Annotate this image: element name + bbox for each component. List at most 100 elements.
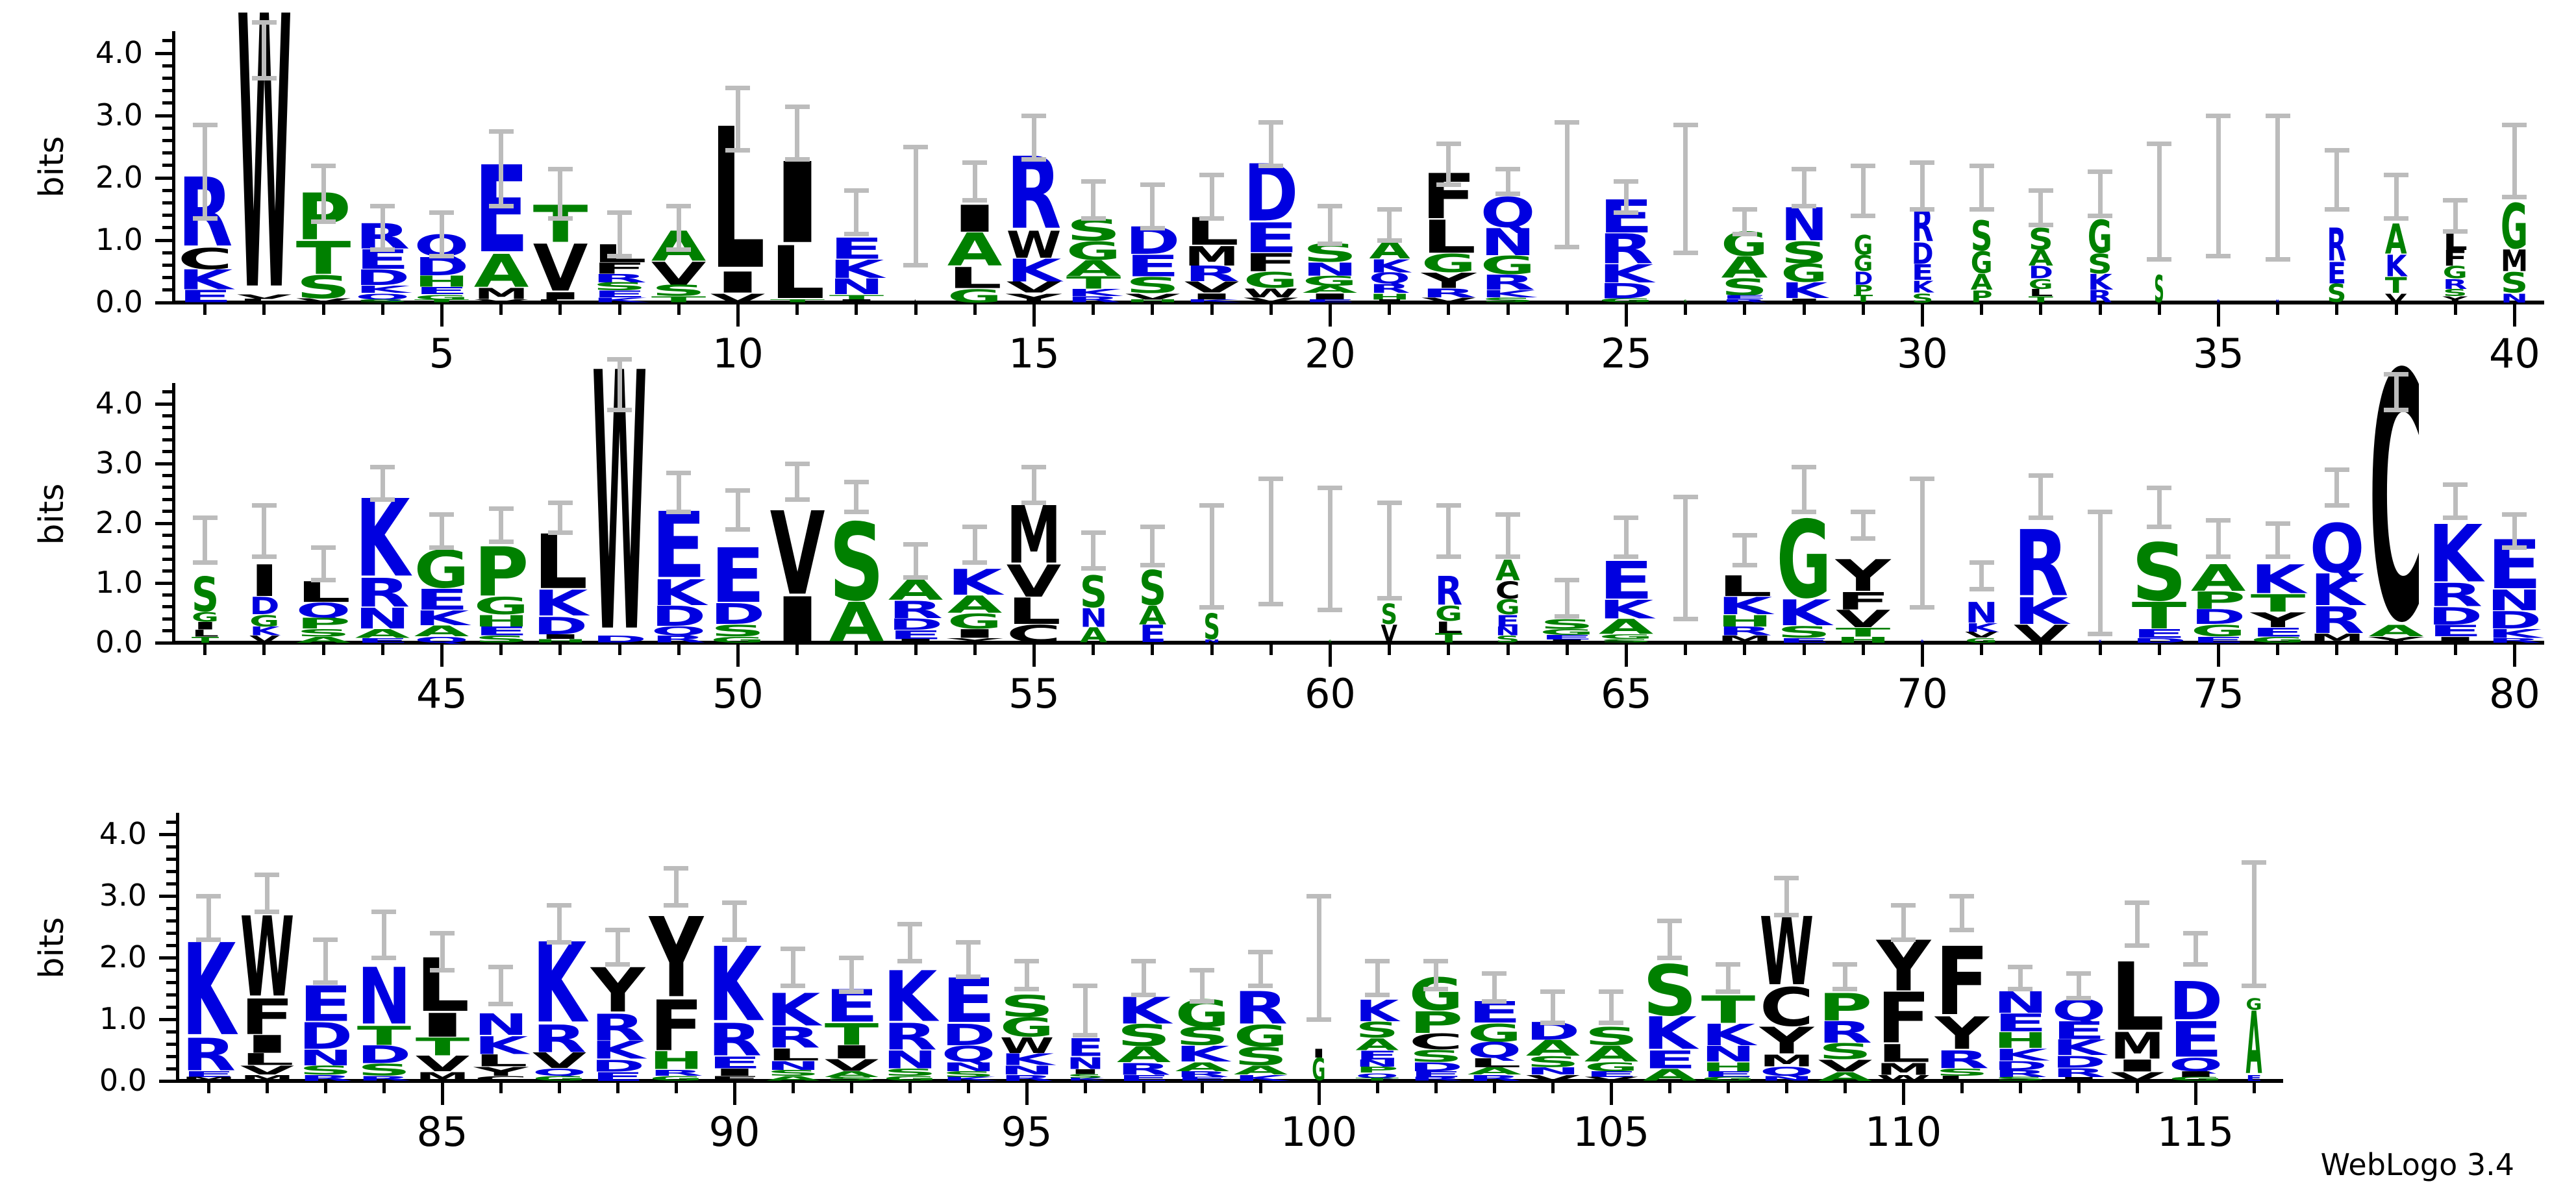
residue-letter-I: I xyxy=(532,633,588,640)
y-tick-label: 4.0 xyxy=(95,35,143,70)
residue-letter-T: T xyxy=(296,232,351,285)
residue-letter-S: S xyxy=(1381,599,1397,631)
residue-letter-K: K xyxy=(2309,565,2367,615)
residue-letter-E: E xyxy=(414,285,469,297)
residue-letter-D: D xyxy=(2191,606,2246,630)
svg-text:S: S xyxy=(296,627,351,639)
x-major-tick xyxy=(2512,304,2516,327)
error-bar-cap-bottom xyxy=(311,219,336,225)
residue-letter-L: L xyxy=(1717,569,1772,602)
y-minor-tick xyxy=(162,164,172,167)
residue-letter-L: L xyxy=(1421,211,1476,264)
residue-letter-I: I xyxy=(191,620,218,632)
x-minor-tick xyxy=(1684,645,1688,655)
error-bar-line xyxy=(2251,862,2257,985)
x-minor-tick xyxy=(1861,304,1865,315)
svg-text:S: S xyxy=(592,280,647,293)
error-bar-cap-top xyxy=(251,503,277,508)
residue-letter-A: A xyxy=(766,1075,820,1083)
residue-letter-R: R xyxy=(2428,577,2483,614)
residue-letter-R: R xyxy=(2327,219,2347,272)
error-bar-line xyxy=(2394,175,2399,219)
error-bar-cap-top xyxy=(844,479,869,484)
error-bar-cap-top xyxy=(2125,900,2149,905)
error-bar-cap-top xyxy=(664,866,688,871)
svg-text:M: M xyxy=(1184,241,1240,271)
residue-letter-N: N xyxy=(941,1060,995,1074)
svg-text:R: R xyxy=(590,1006,645,1048)
y-minor-tick xyxy=(162,569,172,573)
x-minor-tick xyxy=(2157,304,2161,315)
x-minor-tick xyxy=(1551,1083,1555,1093)
residue-letter-G: G xyxy=(1481,251,1536,280)
error-bar-cap-bottom xyxy=(1318,241,1343,246)
x-minor-tick xyxy=(558,304,562,315)
svg-text:E: E xyxy=(2428,622,2483,640)
svg-text:S: S xyxy=(2088,250,2112,280)
error-bar-line xyxy=(913,544,918,577)
error-bar-line xyxy=(1268,478,1273,604)
svg-text:M: M xyxy=(1007,490,1062,582)
y-minor-tick xyxy=(162,390,172,394)
error-bar-line xyxy=(381,911,386,958)
residue-letter-S: S xyxy=(1079,567,1107,617)
svg-text:I: I xyxy=(1303,291,1358,301)
error-bar-cap-bottom xyxy=(1014,986,1039,991)
residue-letter-S: S xyxy=(882,1067,937,1078)
svg-text:A: A xyxy=(1818,1069,1872,1084)
x-minor-tick xyxy=(203,304,207,315)
svg-text:R: R xyxy=(1467,1073,1521,1083)
y-tick-label: 3.0 xyxy=(95,97,143,132)
x-tick-label: 75 xyxy=(2192,670,2244,717)
svg-text:A: A xyxy=(355,626,410,640)
x-tick-label: 20 xyxy=(1304,330,1356,377)
residue-letter-G: G xyxy=(947,285,1003,306)
error-bar-cap-top xyxy=(1732,533,1757,538)
error-bar-line xyxy=(203,125,208,219)
svg-text:V: V xyxy=(296,298,351,304)
error-bar-line xyxy=(1209,175,1214,219)
residue-letter-C: C xyxy=(1007,621,1062,648)
svg-text:R: R xyxy=(999,1073,1054,1083)
residue-letter-S: S xyxy=(1408,1047,1463,1065)
svg-text:S: S xyxy=(1777,623,1832,641)
residue-letter-V: V xyxy=(1421,296,1476,304)
residue-letter-E: E xyxy=(2051,1017,2106,1045)
x-minor-tick xyxy=(1506,645,1510,655)
y-axis-line xyxy=(176,812,179,1083)
error-bar-cap-bottom xyxy=(1614,554,1639,559)
residue-letter-T: T xyxy=(356,1021,411,1051)
residue-letter-W: W xyxy=(240,894,294,1022)
svg-text:G: G xyxy=(1971,245,1993,280)
svg-text:E: E xyxy=(2245,1074,2262,1084)
residue-letter-A: A xyxy=(1356,1035,1399,1054)
error-bar-cap-top xyxy=(1482,971,1507,976)
svg-text:I: I xyxy=(249,556,280,606)
residue-letter-R: R xyxy=(2013,512,2068,617)
residue-letter-G: G xyxy=(2501,191,2528,263)
x-tick-label: 65 xyxy=(1600,670,1652,717)
residue-letter-T: T xyxy=(769,299,825,303)
svg-text:D: D xyxy=(298,1015,353,1057)
svg-text:L: L xyxy=(769,230,825,315)
x-major-tick xyxy=(736,645,740,667)
residue-letter-D: D xyxy=(298,1015,353,1057)
error-bar-cap-top xyxy=(1599,989,1623,995)
y-minor-tick xyxy=(162,557,172,561)
residue-letter-S: S xyxy=(355,299,410,303)
svg-text:S: S xyxy=(824,1076,879,1082)
svg-text:K: K xyxy=(1781,279,1830,304)
svg-text:Q: Q xyxy=(2309,510,2364,588)
error-bar-cap-top xyxy=(2265,114,2290,118)
error-bar-cap-bottom xyxy=(311,578,336,583)
svg-text:E: E xyxy=(414,584,469,617)
residue-letter-V: V xyxy=(240,1063,294,1078)
error-bar-cap-bottom xyxy=(1599,1020,1623,1025)
svg-text:G: G xyxy=(249,612,280,630)
y-minor-tick xyxy=(162,593,172,597)
x-minor-tick xyxy=(1565,304,1569,315)
error-bar-cap-top xyxy=(1014,958,1039,963)
residue-letter-S: S xyxy=(2132,527,2187,619)
svg-text:K: K xyxy=(1599,595,1656,624)
residue-letter-D: D xyxy=(249,593,280,620)
